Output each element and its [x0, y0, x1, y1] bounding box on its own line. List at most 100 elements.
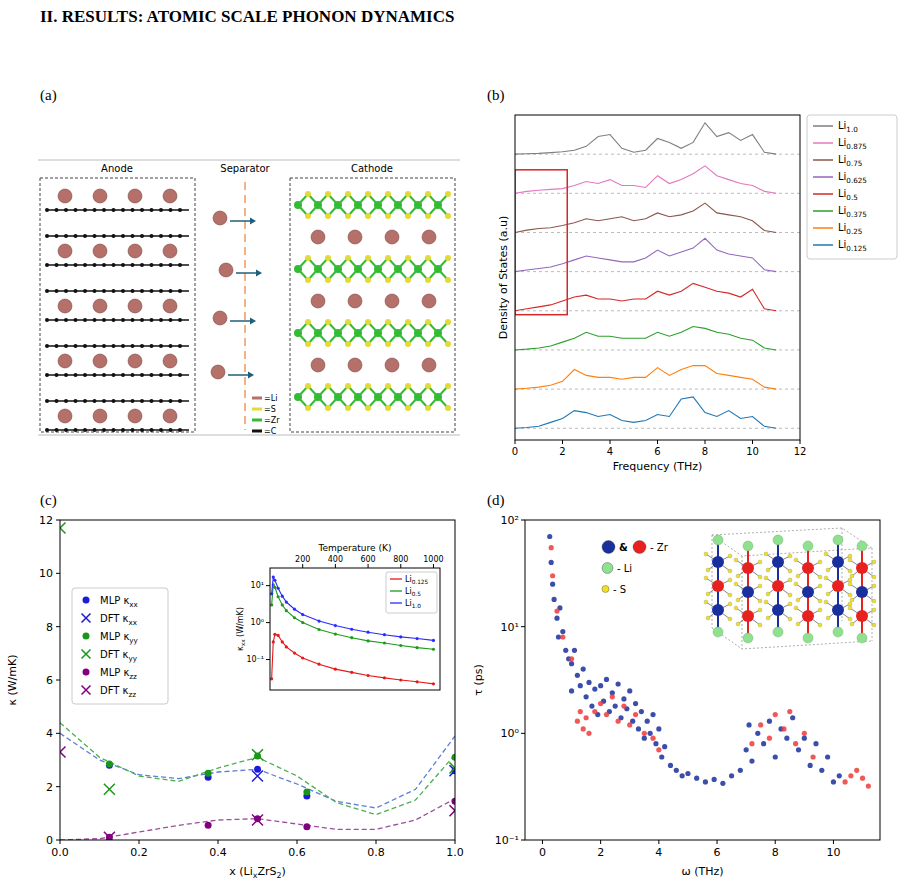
- x-tick: [400, 564, 401, 568]
- x-tick-label: 200: [295, 555, 310, 564]
- x-tick-label: 0.6: [288, 846, 306, 859]
- legend-label: MLP κzz: [100, 667, 137, 681]
- y-tick: [56, 680, 60, 681]
- legend-box: [807, 115, 897, 259]
- baseline: [515, 389, 800, 390]
- point: [825, 754, 830, 759]
- carbon-atom: [131, 208, 135, 212]
- point: [578, 683, 583, 688]
- s-atom: [796, 598, 800, 602]
- s-atom: [385, 191, 391, 197]
- x-tick-label: 12: [794, 446, 807, 457]
- carbon-atom: [102, 318, 106, 322]
- x-tick: [600, 840, 601, 844]
- plot-frame: [525, 520, 880, 840]
- s-atom: [728, 602, 732, 606]
- x-tick-label: 10: [746, 446, 759, 457]
- carbon-atom: [131, 373, 135, 377]
- point: [755, 731, 760, 736]
- s-atom: [445, 277, 451, 283]
- point: [790, 715, 795, 720]
- carbon-atom: [45, 428, 49, 432]
- s-atom: [385, 383, 391, 389]
- x-axis-title: x (LixZrS2): [229, 865, 286, 880]
- zr-atom: [354, 201, 362, 209]
- zr-atom: [374, 329, 382, 337]
- s-atom: [365, 383, 371, 389]
- legend-swatch: [252, 397, 262, 400]
- text-part: (W/mK): [236, 607, 245, 639]
- point: [272, 640, 275, 643]
- atom: [422, 230, 436, 244]
- carbon-atom: [121, 399, 125, 403]
- y-tick: [56, 733, 60, 734]
- x-tick-label: 8: [772, 846, 779, 859]
- y-tick-label: 10²: [501, 514, 519, 527]
- carbon-atom: [121, 263, 125, 267]
- s-atom: [425, 277, 431, 283]
- panel-label: (d): [487, 492, 505, 509]
- baseline: [515, 271, 800, 272]
- carbon-atom: [45, 344, 49, 348]
- text-part: 0.125: [412, 579, 429, 585]
- text-part: xx: [129, 600, 138, 609]
- zr-atom: [394, 265, 402, 273]
- s-atom: [405, 277, 411, 283]
- zr-atom: [414, 201, 422, 209]
- point: [837, 773, 842, 778]
- text-part: Li: [405, 599, 412, 608]
- x-tick-label: 0: [512, 446, 518, 457]
- plot-frame: [515, 115, 800, 440]
- point: [205, 770, 212, 777]
- atom: [348, 294, 362, 308]
- text-part: Li: [838, 137, 846, 148]
- carbon-atom: [83, 208, 87, 212]
- zr-atom: [374, 201, 382, 209]
- carbon-atom: [178, 428, 182, 432]
- carbon-atom: [121, 289, 125, 293]
- structure-sketch: [704, 528, 876, 649]
- point: [653, 741, 658, 746]
- carbon-atom: [102, 234, 106, 238]
- point: [773, 712, 778, 717]
- carbon-atom: [131, 318, 135, 322]
- x-marker: [60, 747, 66, 758]
- text-part: Li: [838, 205, 846, 216]
- atom: [93, 409, 107, 423]
- carbon-atom: [112, 344, 116, 348]
- x-tick: [368, 564, 369, 568]
- text-part: zz: [128, 690, 136, 699]
- carbon-atom: [159, 344, 163, 348]
- atom: [422, 294, 436, 308]
- point: [317, 663, 320, 666]
- point: [432, 639, 435, 642]
- x-tick: [335, 564, 336, 568]
- arrow-head: [250, 218, 256, 225]
- point: [350, 628, 353, 631]
- text-part: DFT κ: [100, 685, 129, 696]
- zr-atom: [856, 562, 868, 574]
- carbon-atom: [140, 318, 144, 322]
- text-part: Li: [838, 154, 846, 165]
- legend-label: - Zr: [650, 542, 669, 553]
- zr-atom: [334, 201, 342, 209]
- s-atom: [425, 213, 431, 219]
- s-atom: [848, 593, 852, 597]
- point: [254, 753, 261, 760]
- legend-swatch: [390, 590, 402, 591]
- s-atom: [365, 341, 371, 347]
- zr-atom: [314, 329, 322, 337]
- x-tick: [542, 840, 543, 844]
- s-atom: [706, 568, 710, 572]
- s-atom: [824, 552, 828, 556]
- s-atom: [445, 319, 451, 325]
- carbon-atom: [74, 318, 78, 322]
- s-atom: [405, 319, 411, 325]
- point: [334, 668, 337, 671]
- s-atom: [794, 582, 798, 586]
- legend-label: MLP κxx: [100, 595, 139, 609]
- s-atom: [704, 600, 708, 604]
- x-tick-label: 6: [654, 446, 660, 457]
- y-axis-title: τ (ps): [472, 664, 485, 695]
- carbon-atom: [140, 399, 144, 403]
